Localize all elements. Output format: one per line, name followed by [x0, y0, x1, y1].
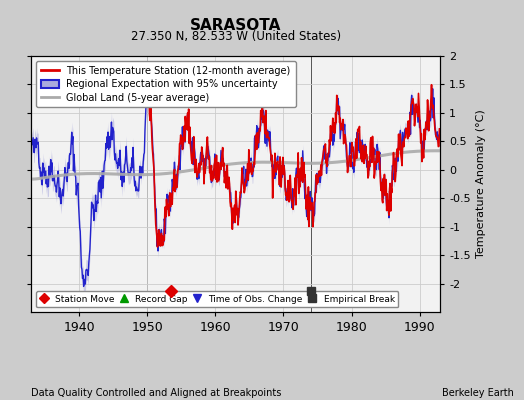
Text: Berkeley Earth: Berkeley Earth: [442, 388, 514, 398]
Text: 27.350 N, 82.533 W (United States): 27.350 N, 82.533 W (United States): [130, 30, 341, 43]
Y-axis label: Temperature Anomaly (°C): Temperature Anomaly (°C): [476, 110, 486, 258]
Text: SARASOTA: SARASOTA: [190, 18, 281, 33]
Legend: Station Move, Record Gap, Time of Obs. Change, Empirical Break: Station Move, Record Gap, Time of Obs. C…: [36, 291, 398, 308]
Text: Data Quality Controlled and Aligned at Breakpoints: Data Quality Controlled and Aligned at B…: [31, 388, 282, 398]
